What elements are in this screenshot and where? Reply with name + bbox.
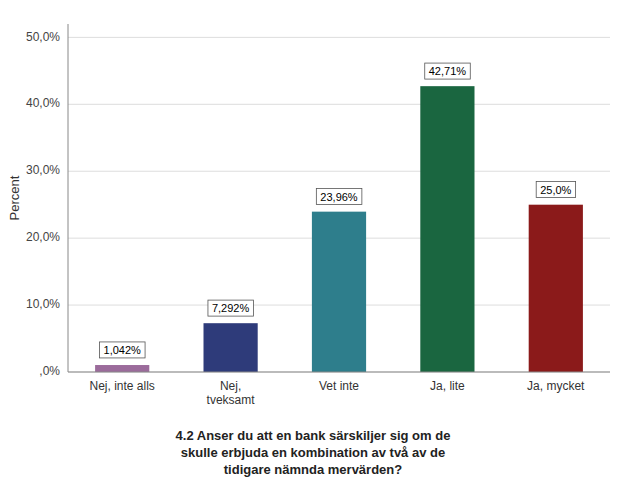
data-label: 23,96% bbox=[320, 191, 358, 203]
title-line: skulle erbjuda en kombination av två av … bbox=[181, 445, 445, 460]
x-tick-label: Ja, mycket bbox=[527, 379, 585, 393]
data-label-box bbox=[316, 189, 362, 205]
data-label-group: 23,96% bbox=[316, 189, 362, 205]
x-tick-label: Nej,tveksamt bbox=[207, 379, 256, 407]
bar bbox=[529, 205, 583, 372]
y-tick-label: 50,0% bbox=[26, 30, 60, 44]
title-line: tidigare nämnda mervärden? bbox=[224, 462, 402, 477]
y-tick-label: 20,0% bbox=[26, 230, 60, 244]
y-axis-line bbox=[68, 24, 69, 372]
bars bbox=[95, 86, 583, 372]
data-label: 7,292% bbox=[212, 302, 250, 314]
data-label-group: 7,292% bbox=[208, 300, 254, 316]
bar bbox=[312, 212, 366, 372]
bar bbox=[204, 323, 258, 372]
data-label-box bbox=[425, 63, 471, 79]
y-tick-label: 40,0% bbox=[26, 96, 60, 110]
bar bbox=[420, 86, 474, 372]
grid-line bbox=[68, 171, 610, 172]
data-label-group: 42,71% bbox=[425, 63, 471, 79]
chart: ,0% 10,0% 20,0% 30,0% 40,0% 50,0% Nej, inte al… bbox=[0, 0, 626, 501]
title-line: 4.2 Anser du att en bank särskiljer sig … bbox=[176, 428, 451, 443]
data-label: 42,71% bbox=[429, 65, 467, 77]
data-label-group: 1,042% bbox=[100, 342, 146, 358]
x-tick-label-line: Ja, mycket bbox=[527, 379, 585, 393]
y-tick-label: ,0% bbox=[39, 364, 60, 378]
y-tick-label: 30,0% bbox=[26, 163, 60, 177]
x-tick-label-line: Ja, lite bbox=[430, 379, 465, 393]
grid-line bbox=[68, 372, 610, 373]
bar bbox=[95, 365, 149, 372]
grid-line bbox=[68, 104, 610, 105]
x-tick-label-line: Vet inte bbox=[319, 379, 359, 393]
title: 4.2 Anser du att en bank särskiljer sig … bbox=[176, 428, 451, 477]
data-label-box bbox=[536, 182, 575, 198]
data-label-box bbox=[100, 342, 146, 358]
data-label-box bbox=[208, 300, 254, 316]
grid-line bbox=[68, 37, 610, 38]
y-tick-label: 10,0% bbox=[26, 297, 60, 311]
data-label: 1,042% bbox=[104, 344, 142, 356]
x-tick-label-line: Nej, inte alls bbox=[90, 379, 155, 393]
x-tick-label: Ja, lite bbox=[430, 379, 465, 393]
x-tick-label: Vet inte bbox=[319, 379, 359, 393]
y-axis-label: Percent bbox=[7, 175, 22, 220]
y-grid bbox=[68, 37, 610, 372]
x-axis-line bbox=[68, 372, 610, 373]
data-label: 25,0% bbox=[540, 184, 571, 196]
data-label-group: 25,0% bbox=[536, 182, 575, 198]
x-tick-label-line: Nej, bbox=[220, 379, 241, 393]
x-tick-label: Nej, inte alls bbox=[90, 379, 155, 393]
data-labels: 1,042% 7,292% 23,96% 42,71% 25,0% bbox=[100, 63, 576, 358]
x-tick-label-line: tveksamt bbox=[207, 393, 256, 407]
